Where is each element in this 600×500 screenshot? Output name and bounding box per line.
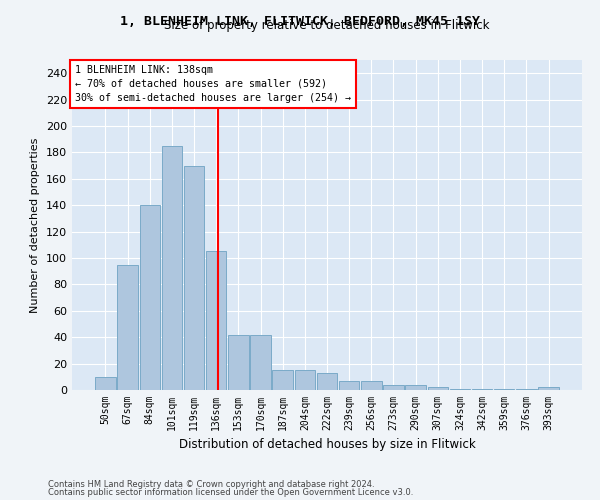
Bar xyxy=(228,334,248,390)
Text: Contains HM Land Registry data © Crown copyright and database right 2024.: Contains HM Land Registry data © Crown c… xyxy=(48,480,374,489)
Y-axis label: Number of detached properties: Number of detached properties xyxy=(31,138,40,312)
Bar xyxy=(361,381,382,390)
Bar xyxy=(272,370,293,390)
Bar xyxy=(339,381,359,390)
Bar xyxy=(472,388,493,390)
Text: 1 BLENHEIM LINK: 138sqm
← 70% of detached houses are smaller (592)
30% of semi-d: 1 BLENHEIM LINK: 138sqm ← 70% of detache… xyxy=(74,65,350,103)
Bar xyxy=(450,388,470,390)
Bar xyxy=(516,388,536,390)
Bar xyxy=(250,334,271,390)
Bar xyxy=(95,377,116,390)
Bar xyxy=(406,384,426,390)
Bar xyxy=(161,146,182,390)
Bar xyxy=(140,205,160,390)
Title: Size of property relative to detached houses in Flitwick: Size of property relative to detached ho… xyxy=(164,20,490,32)
Bar xyxy=(538,388,559,390)
Text: Contains public sector information licensed under the Open Government Licence v3: Contains public sector information licen… xyxy=(48,488,413,497)
Text: 1, BLENHEIM LINK, FLITWICK, BEDFORD, MK45 1SY: 1, BLENHEIM LINK, FLITWICK, BEDFORD, MK4… xyxy=(120,15,480,28)
Bar xyxy=(206,252,226,390)
Bar xyxy=(383,384,404,390)
Bar xyxy=(118,264,138,390)
Bar xyxy=(184,166,204,390)
Bar xyxy=(428,388,448,390)
Bar xyxy=(494,388,514,390)
Bar xyxy=(295,370,315,390)
X-axis label: Distribution of detached houses by size in Flitwick: Distribution of detached houses by size … xyxy=(179,438,475,452)
Bar xyxy=(317,373,337,390)
